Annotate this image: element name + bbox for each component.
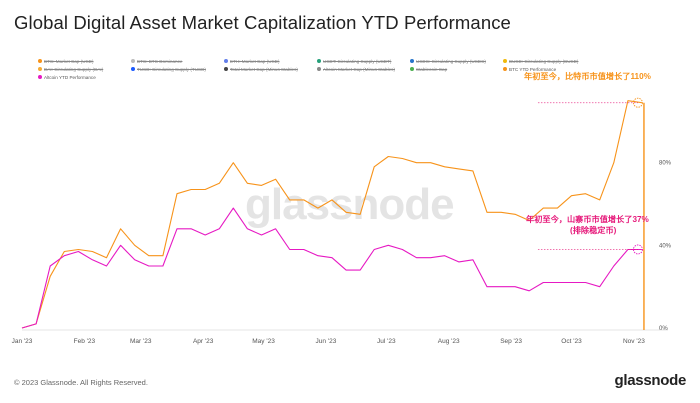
- x-tick-label: May '23: [252, 338, 275, 345]
- altcoin-annotation-note: (排除稳定币): [570, 226, 617, 235]
- legend-dot-icon: [38, 59, 42, 63]
- legend-label: DAI: Circulating Supply (DAI): [44, 66, 104, 72]
- legend-item[interactable]: BUSD: Circulating Supply (BUSD): [503, 59, 596, 64]
- legend-item[interactable]: USDC: Circulating Supply (USDC): [410, 59, 503, 64]
- copyright: © 2023 Glassnode. All Rights Reserved.: [14, 378, 148, 387]
- x-tick-label: Jul '23: [377, 338, 396, 345]
- legend-dot-icon: [224, 59, 228, 63]
- legend-dot-icon: [503, 59, 507, 63]
- legend: BTC: Market Cap (USD) BTC: BTC Dominance E…: [38, 57, 598, 81]
- legend-label: Altcoin Market Cap (Minus Stables): [323, 66, 395, 72]
- legend-dot-icon: [410, 67, 414, 71]
- x-tick-label: Nov '23: [623, 338, 645, 345]
- btc-ytd-line: [21, 100, 642, 329]
- legend-dot-icon: [224, 67, 228, 71]
- legend-dot-icon: [131, 59, 135, 63]
- legend-item[interactable]: DAI: Circulating Supply (DAI): [38, 67, 131, 72]
- x-tick-label: Sep '23: [500, 338, 522, 345]
- legend-item[interactable]: Stablecoin Cap: [410, 67, 503, 72]
- legend-label: BTC: Market Cap (USD): [44, 58, 94, 64]
- legend-label: Altcoin YTD Performance: [44, 74, 96, 80]
- legend-label: BUSD: Circulating Supply (BUSD): [509, 58, 579, 64]
- legend-label: TUSD: Circulating Supply (TUSD): [137, 66, 206, 72]
- chart-title: Global Digital Asset Market Capitalizati…: [14, 12, 511, 33]
- watermark: glassnode: [245, 180, 455, 229]
- legend-dot-icon: [38, 67, 42, 71]
- altcoin-annotation: 年初至今，山寨币市值增长了37%: [526, 215, 649, 224]
- legend-dot-icon: [38, 75, 42, 79]
- legend-item[interactable]: USDT: Circulating Supply (USDT): [317, 59, 410, 64]
- legend-dot-icon: [503, 67, 507, 71]
- legend-dot-icon: [131, 67, 135, 71]
- legend-item[interactable]: ETH: Market Cap (USD): [224, 59, 317, 64]
- y-tick-label: 40%: [659, 243, 672, 249]
- legend-item[interactable]: BTC: BTC Dominance: [131, 59, 224, 64]
- legend-item[interactable]: Altcoin Market Cap (Minus Stables): [317, 67, 410, 72]
- legend-label: Stablecoin Cap: [416, 66, 448, 72]
- legend-label: USDC: Circulating Supply (USDC): [416, 58, 486, 64]
- x-tick-label: Mar '23: [130, 338, 152, 345]
- x-tick-label: Aug '23: [438, 338, 460, 345]
- legend-item[interactable]: BTC: Market Cap (USD): [38, 59, 131, 64]
- y-tick-label: 0%: [659, 326, 668, 332]
- x-tick-label: Jan '23: [12, 338, 33, 345]
- legend-dot-icon: [317, 67, 321, 71]
- x-tick-label: Oct '23: [561, 338, 582, 345]
- legend-label: BTC YTD Performance: [509, 66, 557, 72]
- legend-item[interactable]: Altcoin YTD Performance: [38, 75, 131, 80]
- legend-item[interactable]: Total Market Cap (Minus Stables): [224, 67, 317, 72]
- x-tick-label: Apr '23: [193, 338, 214, 345]
- legend-label: ETH: Market Cap (USD): [230, 58, 280, 64]
- legend-label: BTC: BTC Dominance: [137, 58, 183, 64]
- legend-dot-icon: [410, 59, 414, 63]
- legend-dot-icon: [317, 59, 321, 63]
- legend-label: USDT: Circulating Supply (USDT): [323, 58, 392, 64]
- legend-label: Total Market Cap (Minus Stables): [230, 66, 298, 72]
- btc-annotation: 年初至今，比特币市值增长了110%: [524, 72, 651, 81]
- x-tick-label: Feb '23: [74, 338, 96, 345]
- annotation-circle: [632, 244, 643, 255]
- legend-item[interactable]: BTC YTD Performance: [503, 67, 596, 72]
- x-tick-label: Jun '23: [316, 338, 337, 345]
- altcoin-ytd-line: [21, 207, 642, 329]
- y-tick-label: 80%: [659, 161, 672, 167]
- glassnode-logo: glassnode: [614, 372, 687, 389]
- annotation-circle: [632, 97, 643, 108]
- legend-item[interactable]: TUSD: Circulating Supply (TUSD): [131, 67, 224, 72]
